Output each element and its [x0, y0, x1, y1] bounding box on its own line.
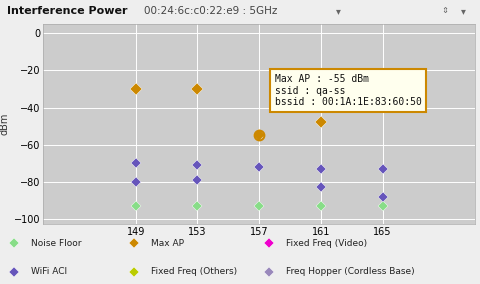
Text: ⇕: ⇕ [442, 6, 449, 15]
Text: WiFi ACI: WiFi ACI [31, 267, 67, 276]
Y-axis label: dBm: dBm [0, 113, 10, 135]
Text: Max AP : -55 dBm
ssid : qa-ss
bssid : 00:1A:1E:83:60:50: Max AP : -55 dBm ssid : qa-ss bssid : 00… [275, 74, 421, 107]
Text: 00:24:6c:c0:22:e9 : 5GHz: 00:24:6c:c0:22:e9 : 5GHz [144, 6, 277, 16]
Text: ▾: ▾ [336, 6, 341, 16]
Text: Max AP: Max AP [151, 239, 184, 248]
Text: Noise Floor: Noise Floor [31, 239, 82, 248]
Text: Freq Hopper (Cordless Base): Freq Hopper (Cordless Base) [286, 267, 414, 276]
Text: Fixed Freq (Others): Fixed Freq (Others) [151, 267, 237, 276]
Text: ▾: ▾ [461, 6, 466, 16]
Text: Interference Power: Interference Power [7, 6, 128, 16]
Text: Fixed Freq (Video): Fixed Freq (Video) [286, 239, 367, 248]
